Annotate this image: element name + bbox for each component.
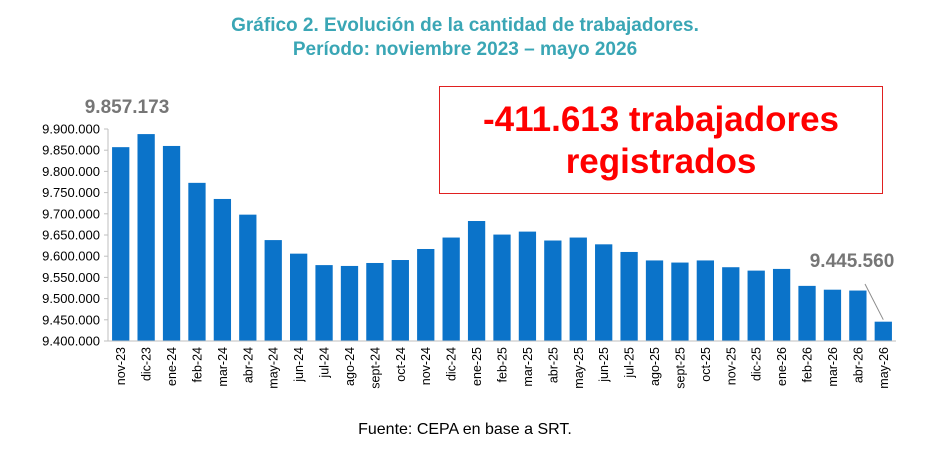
y-tick-label: 9.600.000: [42, 249, 100, 264]
callout-line-1: -411.613 trabajadores: [482, 100, 840, 139]
x-tick-label: may-25: [572, 347, 586, 389]
bar-dic-23: [137, 134, 155, 341]
y-axis: 9.400.000 9.450.000 9.500.000 9.550.000 9.60…: [42, 122, 109, 349]
x-tick-label: feb-26: [801, 347, 815, 382]
bar-mar-25: [518, 231, 537, 341]
bar-may-24: [264, 240, 282, 341]
bar-may-26: [874, 321, 892, 341]
bar-mar-24: [213, 198, 232, 341]
bar-jul-24: [315, 265, 333, 341]
x-tick-label: sept-24: [368, 347, 382, 389]
bar-oct-25: [696, 260, 714, 341]
bar-dic-25: [747, 270, 765, 341]
x-tick-label: ene-26: [775, 347, 789, 386]
y-tick-label: 9.650.000: [42, 228, 100, 243]
y-tick-label: 9.450.000: [42, 312, 100, 327]
chart-title-line-1: Gráfico 2. Evolución de la cantidad de t…: [231, 15, 699, 36]
x-tick-label: abr-26: [851, 347, 865, 383]
bar-abr-26: [849, 290, 867, 341]
bar-feb-26: [798, 285, 816, 341]
x-tick-label: mar-25: [521, 347, 535, 387]
annotation-first-value: 9.857.173: [85, 97, 170, 118]
bar-jun-25: [595, 244, 613, 341]
x-tick-label: mar-24: [216, 347, 230, 387]
y-tick-label: 9.550.000: [42, 270, 100, 285]
annotation-leader-line: [864, 283, 884, 320]
x-tick-label: jun-24: [292, 347, 306, 383]
x-tick-label: dic-23: [140, 347, 154, 381]
callout-box: -411.613 trabajadores registrados: [439, 86, 883, 194]
bar-mar-26: [823, 289, 842, 341]
bar-jul-25: [620, 251, 638, 341]
bar-nov-25: [722, 267, 740, 341]
x-tick-label: jun-25: [597, 347, 611, 383]
bar-ago-24: [340, 265, 359, 341]
bar-nov-24: [417, 248, 435, 341]
bar-feb-25: [493, 234, 511, 341]
x-tick-label: jul-25: [623, 347, 637, 379]
x-tick-label: jul-24: [318, 347, 332, 379]
bar-abr-24: [239, 214, 257, 341]
y-tick-label: 9.500.000: [42, 291, 100, 306]
x-tick-label: dic-24: [445, 347, 459, 381]
x-tick-label: may-24: [267, 347, 281, 389]
y-tick-label: 9.800.000: [42, 164, 100, 179]
y-tick-label: 9.750.000: [42, 185, 100, 200]
bar-may-25: [569, 237, 587, 341]
bar-abr-25: [544, 240, 562, 341]
x-tick-label: may-26: [877, 347, 891, 389]
x-tick-label: ago-24: [343, 347, 357, 386]
x-tick-label: ene-25: [470, 347, 484, 386]
y-tick-label: 9.400.000: [42, 334, 100, 349]
x-tick-label: feb-25: [496, 347, 510, 382]
x-tick-label: mar-26: [826, 347, 840, 387]
callout-line-2: registrados: [565, 142, 757, 181]
x-tick-label: ene-24: [165, 347, 179, 386]
source-note: Fuente: CEPA en base a SRT.: [358, 421, 572, 438]
annotation-last-value: 9.445.560: [810, 251, 895, 272]
bar-jun-24: [290, 253, 308, 341]
bar-ago-25: [645, 260, 664, 341]
x-axis: nov-23 dic-23 ene-24 feb-24 mar-24 abr-24 may-…: [108, 340, 896, 389]
x-tick-label: sept-25: [673, 347, 687, 389]
bar-feb-24: [188, 182, 206, 341]
x-tick-label: feb-24: [190, 347, 204, 382]
x-tick-label: abr-24: [241, 347, 255, 383]
x-tick-label: oct-24: [394, 347, 408, 382]
bar-sept-25: [671, 262, 689, 341]
x-tick-label: nov-24: [419, 347, 433, 385]
x-tick-label: dic-25: [750, 347, 764, 381]
bar-ene-24: [162, 145, 181, 341]
bar-nov-23: [112, 147, 130, 341]
bar-ene-26: [772, 268, 791, 341]
y-tick-label: 9.850.000: [42, 143, 100, 158]
bar-dic-24: [442, 237, 460, 341]
x-tick-label: oct-25: [699, 347, 713, 382]
x-tick-label: nov-23: [114, 347, 128, 385]
y-tick-label: 9.900.000: [42, 122, 100, 137]
x-tick-label: nov-25: [724, 347, 738, 385]
y-tick-label: 9.700.000: [42, 206, 100, 221]
x-tick-label: abr-25: [546, 347, 560, 383]
x-tick-label: ago-25: [648, 347, 662, 386]
bar-ene-25: [467, 221, 486, 341]
bar-oct-24: [391, 260, 409, 341]
chart-title-line-2: Período: noviembre 2023 – mayo 2026: [292, 39, 638, 60]
bar-sept-24: [366, 262, 384, 341]
bars: [112, 134, 892, 341]
annotations: 9.857.173 9.445.560: [85, 97, 895, 320]
